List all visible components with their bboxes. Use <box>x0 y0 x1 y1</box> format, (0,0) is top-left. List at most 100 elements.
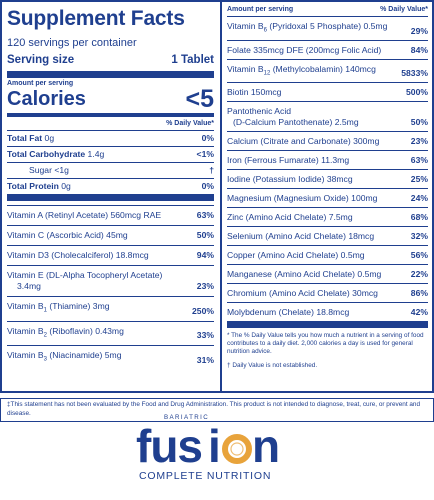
right-header: Amount per serving % Daily Value* <box>227 2 428 17</box>
nutrient-pct: 56% <box>410 250 428 261</box>
nutrient-row-selenium: Selenium (Amino Acid Chelate) 18mcg 32% <box>227 227 428 247</box>
nutrient-name: Vitamin B <box>227 21 264 31</box>
nutrient-name: Copper (Amino Acid Chelate) 0.5mg <box>227 250 365 261</box>
nutrient-name: Chromium (Amino Acid Chelate) 30mcg <box>227 288 378 299</box>
nutrient-name: Calcium (Citrate and Carbonate) 300mg <box>227 136 380 147</box>
nutrient-row-iodine: Iodine (Potassium Iodide) 38mcg 25% <box>227 170 428 190</box>
nutrient-row-total-fat: Total Fat 0g 0% <box>7 130 214 146</box>
nutrient-pct: 32% <box>410 231 428 242</box>
serving-size-value: 1 Tablet <box>171 54 214 66</box>
nutrient-row-pantothenic-acid: Pantothenic Acid (D-Calcium Pantothenate… <box>227 102 428 133</box>
nutrient-amount: 1.4g <box>85 149 105 159</box>
nutrient-subscript: 1 <box>43 307 47 314</box>
nutrient-detail: (Thiamine) 3mg <box>46 301 110 311</box>
nutrient-pct: 0% <box>201 133 214 143</box>
section-divider <box>7 194 214 205</box>
nutrient-name: Manganese (Amino Acid Chelate) 0.5mg <box>227 269 382 280</box>
nutrient-pct: 63% <box>410 155 428 166</box>
calories-label: Calories <box>7 88 86 110</box>
nutrient-name: Magnesium (Magnesium Oxide) 100mg <box>227 193 378 204</box>
nutrient-row-copper: Copper (Amino Acid Chelate) 0.5mg 56% <box>227 246 428 266</box>
nutrient-name: Vitamin B <box>7 350 44 361</box>
nutrient-name: Total Protein <box>7 181 59 191</box>
nutrient-pct: 250% <box>192 305 214 316</box>
nutrient-name: Sugar <box>29 165 52 175</box>
nutrient-pct: 42% <box>410 307 428 318</box>
nutrient-row-vitamin-b1: Vitamin B1 (Thiamine) 3mg 250% <box>7 296 214 321</box>
nutrient-detail: (Niacinamide) 5mg <box>46 350 122 361</box>
nutrient-name: Vitamin D3 (Cholecalciferol) 18.8mcg <box>7 250 149 260</box>
serving-size-row: Serving size 1 Tablet <box>7 53 214 78</box>
nutrient-pct: † <box>209 165 214 175</box>
nutrient-pct: 23% <box>196 281 214 291</box>
nutrient-row-vitamin-b3: Vitamin B3 (Niacinamide) 5mg 31% <box>7 345 214 370</box>
nutrient-pct: 86% <box>410 288 428 299</box>
nutrient-row-iron: Iron (Ferrous Fumarate) 11.3mg 63% <box>227 151 428 171</box>
supplement-facts-panel: Supplement Facts 120 servings per contai… <box>0 0 434 393</box>
amount-per-serving: Amount per serving <box>7 80 74 87</box>
nutrient-subscript: 3 <box>43 357 47 364</box>
nutrient-pct: 5833% <box>401 68 428 79</box>
nutrient-subscript: 6 <box>263 27 267 34</box>
nutrient-row-vitamin-b2: Vitamin B2 (Riboflavin) 0.43mg 33% <box>7 320 214 346</box>
nutrient-pct: 22% <box>410 269 428 280</box>
nutrient-name: Vitamin C (Ascorbic Acid) 45mg <box>7 230 128 240</box>
nutrient-row-total-carbohydrate: Total Carbohydrate 1.4g <1% <box>7 146 214 162</box>
nutrient-row-total-protein: Total Protein 0g 0% <box>7 178 214 194</box>
nutrient-row-vitamin-b6: Vitamin B6 (Pyridoxal 5 Phosphate) 0.5mg… <box>227 17 428 41</box>
nutrient-pct: 0% <box>201 181 214 191</box>
nutrient-name: Iron (Ferrous Fumarate) 11.3mg <box>227 155 350 166</box>
brand-logo: BARIATRIC fus i n COMPLETE NUTRITION <box>0 414 434 500</box>
nutrient-detail: (Methylcobalamin) 140mcg <box>270 63 376 74</box>
calories-value: <5 <box>185 85 214 113</box>
dagger-footnote: † Daily Value is not established. <box>227 362 318 370</box>
nutrient-pct: 50% <box>196 230 214 240</box>
nutrient-name: Biotin 150mcg <box>227 87 282 98</box>
nutrient-pct: 63% <box>196 210 214 220</box>
nutrient-pct: 25% <box>410 174 428 185</box>
nutrient-row-sugar: Sugar <1g † <box>7 162 214 178</box>
daily-value-header: % Daily Value* <box>166 120 214 127</box>
right-column: Amount per serving % Daily Value* Vitami… <box>220 2 432 391</box>
calories-row: Calories <5 <box>7 85 214 117</box>
nutrient-row-molybdenum: Molybdenum (Chelate) 18.8mcg 42% <box>227 303 428 329</box>
nutrient-subscript: 12 <box>263 70 271 77</box>
nutrient-amount: <1g <box>51 165 69 175</box>
svg-text:fus: fus <box>136 422 202 472</box>
nutrient-name: Zinc (Amino Acid Chelate) 7.5mg <box>227 212 353 223</box>
nutrient-pct: 94% <box>196 250 214 260</box>
daily-value-footnote: * The % Daily Value tells you how much a… <box>227 332 424 356</box>
logo-bariatric-text: BARIATRIC <box>164 414 210 421</box>
nutrient-name: Pantothenic Acid <box>227 106 292 117</box>
nutrient-row-chromium: Chromium (Amino Acid Chelate) 30mcg 86% <box>227 284 428 304</box>
nutrient-name: Vitamin B <box>7 301 44 311</box>
nutrient-row-folate: Folate 335mcg DFE (200mcg Folic Acid) 84… <box>227 41 428 60</box>
nutrient-pct: 24% <box>410 193 428 204</box>
nutrient-row-vitamin-e: Vitamin E (DL-Alpha Tocopheryl Acetate) … <box>7 265 214 296</box>
nutrient-row-vitamin-a: Vitamin A (Retinyl Acetate) 560mcg RAE 6… <box>7 205 214 225</box>
nutrient-name: Total Carbohydrate <box>7 149 86 159</box>
nutrient-amount: 0g <box>58 181 71 191</box>
nutrient-pct: 33% <box>196 330 214 341</box>
nutrient-name: Total Fat <box>7 133 43 143</box>
nutrient-pct: 68% <box>410 212 428 223</box>
servings-per-container: 120 servings per container <box>7 37 137 49</box>
nutrient-pct: 29% <box>410 25 428 36</box>
nutrient-row-vitamin-b12: Vitamin B12 (Methylcobalamin) 140mcg 583… <box>227 60 428 84</box>
nutrient-name: Iodine (Potassium Iodide) 38mcg <box>227 174 353 185</box>
nutrient-name: Molybdenum (Chelate) 18.8mcg <box>227 307 350 318</box>
nutrient-row-magnesium: Magnesium (Magnesium Oxide) 100mg 24% <box>227 189 428 209</box>
nutrient-pct: 500% <box>406 87 428 98</box>
nutrient-name: Selenium (Amino Acid Chelate) 18mcg <box>227 231 375 242</box>
nutrient-pct: <1% <box>196 149 214 159</box>
nutrient-row-calcium: Calcium (Citrate and Carbonate) 300mg 23… <box>227 132 428 152</box>
nutrient-amount: (D-Calcium Pantothenate) 2.5mg <box>233 117 359 128</box>
nutrient-name: Vitamin A (Retinyl Acetate) 560mcg RAE <box>7 210 162 220</box>
svg-text:i: i <box>208 422 221 472</box>
nutrient-amount: 0g <box>42 133 55 143</box>
svg-text:n: n <box>252 422 280 472</box>
nutrient-row-vitamin-d3: Vitamin D3 (Cholecalciferol) 18.8mcg 94% <box>7 245 214 265</box>
logo-tagline: COMPLETE NUTRITION <box>139 470 272 482</box>
nutrient-pct: 84% <box>410 44 428 55</box>
nutrient-detail: (Riboflavin) 0.43mg <box>46 325 124 336</box>
